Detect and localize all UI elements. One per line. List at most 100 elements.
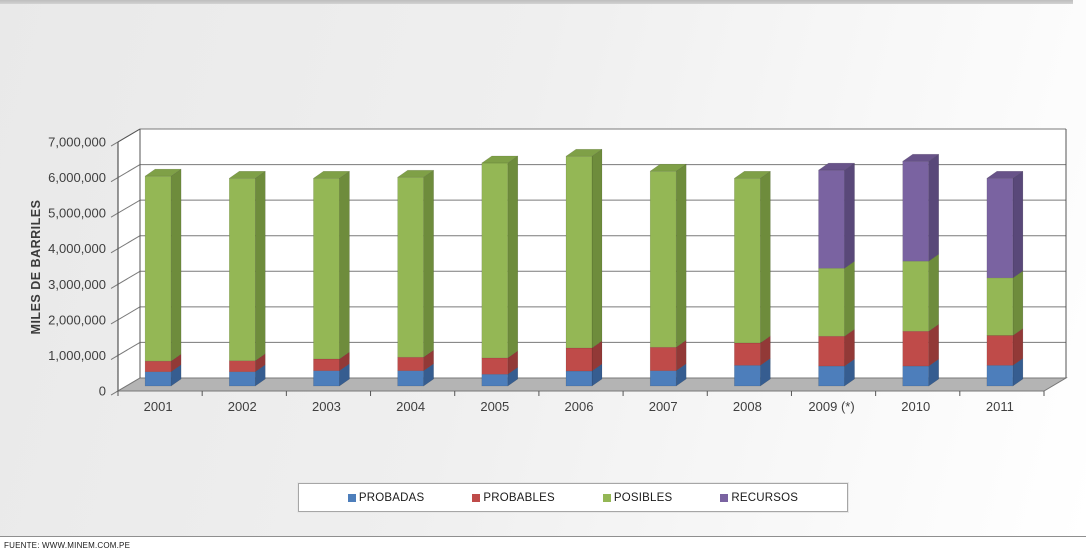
bar-2010-recursos-side [928, 153, 939, 262]
bar-2003-top-face [312, 171, 351, 179]
bar-2002-top-face [228, 171, 267, 179]
bar-2008-probables [734, 342, 761, 366]
x-category-label: 2003 [312, 399, 341, 414]
bar-2002-posibles [229, 178, 256, 361]
bar-2009 (*)-top-face [817, 162, 856, 171]
y-tick-label: 6,000,000 [48, 170, 106, 185]
legend-item-posibles: POSIBLES [602, 491, 673, 504]
page-top-edge [0, 0, 1073, 4]
bar-2001-posibles-side [170, 168, 182, 362]
bar-2007-probadas [649, 370, 677, 387]
bar-2004-probables [397, 356, 424, 371]
bar-2009 (*)-posibles-side [844, 260, 855, 337]
x-category-label: 2005 [480, 399, 509, 414]
bar-2009 (*)-posibles [818, 268, 845, 337]
bar-2006-top-face [565, 148, 603, 157]
x-category-label: 2001 [144, 399, 173, 414]
bar-2007-posibles-side [675, 163, 687, 348]
bar-2009 (*)-recursos [818, 169, 845, 269]
bar-2011-recursos [986, 178, 1014, 279]
bar-2004-top-face [396, 169, 435, 178]
footer-divider [0, 536, 1086, 537]
bar-2009 (*)-recursos-side [844, 162, 855, 269]
bar-2001-probadas [144, 371, 172, 387]
x-category-label: 2004 [396, 399, 425, 414]
y-tick-label: 7,000,000 [48, 135, 106, 150]
y-tick [110, 164, 141, 183]
bar-2003-probadas [313, 370, 340, 387]
bar-2008-probadas [734, 365, 761, 387]
bar-2004-posibles [397, 176, 424, 358]
y-tick [110, 341, 141, 360]
plot-left-wall [118, 129, 140, 391]
legend-color-swatch-posibles [602, 493, 611, 502]
bar-2010-posibles-side [928, 253, 939, 332]
x-category-label: 2009 (*) [808, 399, 854, 414]
bar-2011-posibles [986, 277, 1014, 336]
bar-2002-probables [229, 360, 256, 373]
bar-2007-posibles [649, 170, 677, 348]
bar-2001-posibles [144, 175, 172, 362]
x-category-label: 2002 [228, 399, 257, 414]
bar-2005-posibles-side [507, 155, 519, 359]
y-tick-label: 4,000,000 [48, 241, 106, 256]
x-category-label: 2010 [901, 399, 930, 414]
bar-2006-posibles [565, 155, 593, 349]
bar-2005-probadas [481, 374, 509, 387]
bar-2005-probables [481, 357, 509, 375]
y-tick [110, 270, 141, 289]
bar-2006-posibles-side [591, 148, 603, 349]
y-tick [110, 199, 141, 218]
bar-2010-recursos [902, 160, 929, 262]
bar-2010-top-face [901, 153, 940, 162]
y-tick-label: 2,000,000 [48, 312, 106, 327]
bar-2011-posibles-side [1012, 270, 1024, 336]
bar-2003-posibles-side [339, 170, 350, 360]
bar-2001-top-face [144, 168, 182, 177]
bar-2004-probadas [397, 370, 424, 387]
bar-2011-recursos-side [1012, 170, 1024, 279]
y-tick [110, 306, 141, 325]
chart-legend: PROBADAS PROBABLES POSIBLES RECURSOS [298, 483, 848, 512]
bar-2008-posibles [734, 178, 761, 344]
legend-label: RECURSOS [731, 491, 799, 504]
x-category-label: 2008 [733, 399, 762, 414]
source-text: FUENTE: WWW.MINEM.COM.PE [4, 541, 131, 550]
legend-label: PROBADAS [358, 491, 425, 504]
bar-2009 (*)-probadas [818, 365, 845, 387]
y-tick-label: 5,000,000 [48, 206, 106, 221]
bar-2003-probables [313, 358, 340, 371]
y-tick [110, 235, 141, 254]
bar-2011-probadas [986, 365, 1014, 387]
top-left-connector [117, 128, 141, 143]
bar-2011-probables [986, 335, 1014, 366]
bar-2009 (*)-probables [818, 335, 845, 367]
legend-color-swatch-probadas [347, 493, 356, 502]
legend-color-swatch-probables [472, 493, 481, 502]
bar-2004-posibles-side [423, 169, 434, 358]
y-tick-label: 0 [99, 384, 106, 399]
bar-2002-posibles-side [255, 170, 266, 362]
y-tick-label: 3,000,000 [48, 277, 106, 292]
bar-2005-posibles [481, 162, 509, 359]
bar-2006-probables [565, 347, 593, 372]
legend-item-recursos: RECURSOS [720, 492, 798, 504]
bar-2002-probadas [229, 371, 256, 387]
reserves-3d-stacked-bar-chart: 0 1,000,000 2,000,000 3,000,000 4,000,000 5,0… [29, 128, 1068, 414]
bar-2011-top-face [986, 171, 1024, 179]
legend-color-swatch-recursos [720, 493, 729, 502]
bar-2007-top-face [649, 163, 687, 172]
legend-label: POSIBLES [613, 491, 673, 504]
legend-item-probables: PROBABLES [472, 491, 555, 504]
legend-label: PROBABLES [483, 491, 555, 504]
bar-2008-top-face [733, 171, 772, 179]
x-category-label: 2007 [649, 399, 678, 414]
bar-2010-probadas [902, 365, 929, 387]
x-category-label: 2011 [986, 399, 1014, 414]
legend-item-probadas: PROBADAS [347, 491, 425, 504]
y-axis-title: MILES DE BARRILES [29, 200, 43, 335]
bar-2010-probables [902, 330, 929, 367]
bar-2008-posibles-side [760, 170, 771, 344]
bar-2010-probables-side [928, 323, 939, 367]
bar-2005-top-face [481, 155, 519, 164]
